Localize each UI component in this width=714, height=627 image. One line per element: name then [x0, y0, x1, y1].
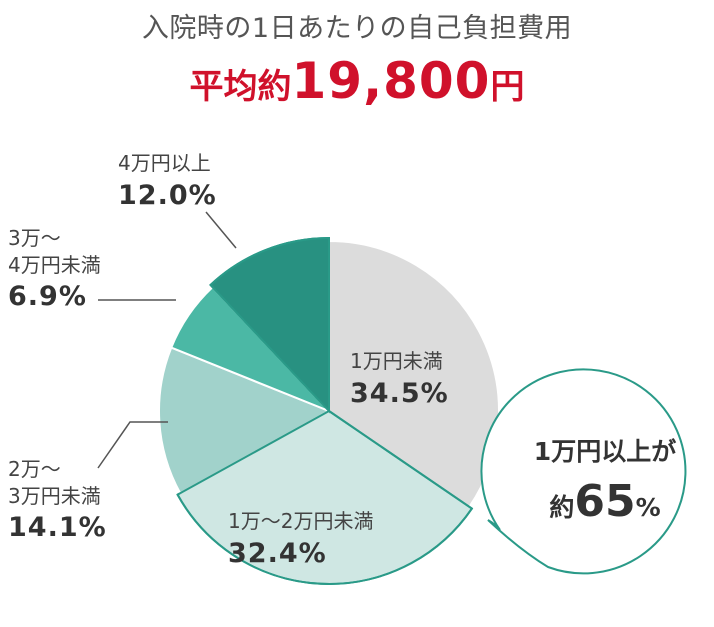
slice-label-1man-miman: 1万円未満 34.5% — [350, 349, 449, 409]
callout-line2: 約65% — [549, 476, 660, 527]
slice-category-4man-ijo-line1: 4万円以上 — [118, 151, 211, 175]
callout-line1: 1万円以上が — [534, 437, 676, 466]
average-label: 平均約 — [189, 67, 292, 107]
chart-title: 入院時の1日あたりの自己負担費用 — [141, 13, 573, 44]
slice-category-1man-miman-line1: 1万円未満 — [350, 349, 443, 373]
slice-percent-4man-ijo: 12.0% — [118, 180, 217, 211]
slice-category-2man-3man-line1: 2万〜 — [8, 457, 61, 481]
pie-slice-outline-1man-2man — [176, 409, 474, 585]
slice-category-2man-3man-line2: 3万円未満 — [8, 484, 101, 508]
slice-label-3man-4man: 3万〜 4万円未満 6.9% — [8, 226, 101, 312]
leader-line-2man-3man — [97, 421, 168, 469]
slice-percent-1man-2man: 32.4% — [228, 538, 327, 569]
slice-category-3man-4man-line1: 3万〜 — [8, 226, 61, 250]
slice-label-1man-2man: 1万〜2万円未満 32.4% — [228, 509, 373, 569]
slice-category-3man-4man-line2: 4万円未満 — [8, 253, 101, 277]
average-unit: 円 — [490, 67, 525, 107]
slice-label-2man-3man: 2万〜 3万円未満 14.1% — [8, 457, 107, 543]
callout-prefix: 約 — [549, 493, 574, 522]
average-value: 19,800 — [291, 52, 491, 110]
pie-slice-outline-4man-ijo — [209, 236, 330, 414]
callout-bubble — [480, 368, 687, 575]
slice-percent-1man-miman: 34.5% — [350, 378, 449, 409]
slice-category-1man-2man-line1: 1万〜2万円未満 — [228, 509, 373, 533]
callout-unit: % — [636, 493, 661, 522]
average-cost-headline: 平均約19,800円 — [0, 52, 714, 110]
leader-line-4man-ijo — [205, 211, 237, 249]
callout-value: 65 — [574, 476, 635, 527]
slice-percent-2man-3man: 14.1% — [8, 512, 107, 543]
slice-percent-3man-4man: 6.9% — [8, 281, 87, 312]
slice-label-4man-ijo: 4万円以上 12.0% — [118, 151, 217, 211]
